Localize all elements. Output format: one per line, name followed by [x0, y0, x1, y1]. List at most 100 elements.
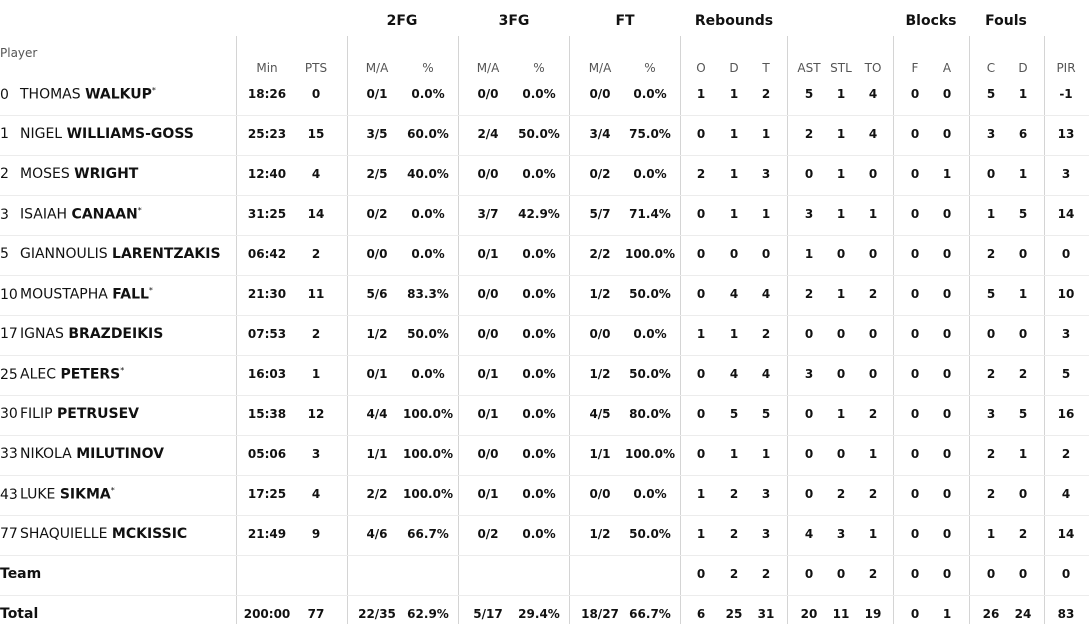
last-name: MCKISSIC: [111, 526, 188, 542]
starter-mark: *: [148, 286, 153, 295]
stat-cell: 0: [986, 567, 996, 581]
stat-cell: 0/2: [589, 167, 611, 181]
stat-cell: 2/2: [366, 487, 388, 501]
column-divider: [893, 36, 894, 624]
stat-cell: 0/2: [366, 207, 388, 221]
stat-cell: 17:25: [247, 487, 287, 501]
stat-cell: 50.0%: [629, 287, 671, 301]
first-name: THOMAS: [20, 86, 81, 103]
column-header: C: [986, 61, 996, 75]
stat-cell: 60.0%: [407, 127, 449, 141]
stat-cell: 0: [910, 167, 920, 181]
stat-cell: 0.0%: [633, 167, 667, 181]
column-header: O: [696, 61, 706, 75]
stat-cell: 1: [836, 127, 846, 141]
stat-cell: 2: [761, 327, 771, 341]
stat-cell: 1: [942, 607, 952, 621]
group-header: FT: [615, 13, 635, 29]
stat-cell: 1: [729, 87, 739, 101]
stat-cell: 0: [761, 247, 771, 261]
column-header: T: [762, 61, 770, 75]
stat-cell: 0: [804, 167, 814, 181]
stat-cell: 5: [761, 407, 771, 421]
first-name: ALEC: [20, 366, 56, 383]
stat-cell: 6: [1018, 127, 1028, 141]
starter-mark: *: [137, 206, 142, 215]
stat-cell: 0: [836, 567, 846, 581]
stat-cell: 5: [1018, 407, 1028, 421]
stat-cell: 1: [696, 527, 706, 541]
column-header: PTS: [304, 61, 328, 75]
stat-cell: 12:40: [247, 167, 287, 181]
stat-cell: 0: [910, 367, 920, 381]
stat-cell: 0: [942, 87, 952, 101]
stat-cell: 2: [836, 487, 846, 501]
stat-cell: 1: [1018, 87, 1028, 101]
stat-cell: 1: [836, 287, 846, 301]
last-name: MILUTINOV: [76, 446, 164, 462]
group-header: 2FG: [386, 13, 418, 29]
stat-cell: 0/0: [589, 87, 611, 101]
stat-cell: 5: [1018, 207, 1028, 221]
row-divider: [0, 595, 1089, 596]
stat-cell: 0: [1061, 247, 1071, 261]
stat-cell: 1: [1018, 287, 1028, 301]
stat-cell: 200:00: [243, 607, 291, 621]
stat-cell: 16: [1057, 407, 1075, 421]
player-number: 33: [0, 446, 18, 462]
player-header: Player: [0, 46, 38, 60]
stat-cell: 0: [836, 367, 846, 381]
stat-cell: 100.0%: [403, 407, 453, 421]
row-divider: [0, 235, 1089, 236]
player-name: 30 FILIP PETRUSEV: [0, 406, 139, 422]
stat-cell: 0/0: [477, 447, 499, 461]
first-name: SHAQUIELLE: [20, 526, 108, 542]
first-name: NIKOLA: [20, 446, 72, 462]
last-name: BRAZDEIKIS: [68, 326, 164, 342]
stat-cell: 0.0%: [633, 487, 667, 501]
last-name: PETRUSEV: [57, 406, 140, 422]
stat-cell: 0: [696, 127, 706, 141]
last-name: WRIGHT: [74, 166, 139, 182]
player-number: 30: [0, 406, 18, 422]
stat-cell: 2: [1018, 367, 1028, 381]
last-name: CANAAN: [71, 206, 138, 223]
stat-cell: 16:03: [247, 367, 287, 381]
stat-cell: 0/1: [477, 367, 499, 381]
player-number: 77: [0, 526, 18, 542]
stat-cell: 3/4: [589, 127, 611, 141]
stat-cell: 0: [868, 167, 878, 181]
stat-cell: 5: [804, 87, 814, 101]
stat-cell: 1/2: [589, 527, 611, 541]
stat-cell: 0: [868, 367, 878, 381]
stat-cell: 0.0%: [633, 87, 667, 101]
stat-cell: 0/0: [589, 327, 611, 341]
stat-cell: 1: [836, 87, 846, 101]
stat-cell: 1: [761, 127, 771, 141]
player-name: 2 MOSES WRIGHT: [0, 166, 138, 182]
stat-cell: 1: [836, 207, 846, 221]
stat-cell: 1: [942, 167, 952, 181]
stat-cell: 1: [729, 327, 739, 341]
stat-cell: 4/6: [366, 527, 388, 541]
stat-cell: 0.0%: [522, 527, 556, 541]
player-name: 25 ALEC PETERS*: [0, 366, 124, 383]
stat-cell: 0.0%: [411, 87, 445, 101]
stat-cell: 0: [910, 447, 920, 461]
stat-cell: 2/2: [589, 247, 611, 261]
stat-cell: 05:06: [247, 447, 287, 461]
stat-cell: -1: [1059, 87, 1073, 101]
row-divider: [0, 355, 1089, 356]
stat-cell: 2: [761, 567, 771, 581]
stat-cell: 1: [729, 127, 739, 141]
player-name: 0 THOMAS WALKUP*: [0, 86, 156, 103]
row-divider: [0, 435, 1089, 436]
stat-cell: 5: [986, 87, 996, 101]
stat-cell: 0/0: [589, 487, 611, 501]
starter-mark: *: [120, 366, 125, 375]
stat-cell: 2: [311, 247, 321, 261]
stat-cell: 5/7: [589, 207, 611, 221]
stat-cell: 1: [696, 487, 706, 501]
stat-cell: 2: [986, 247, 996, 261]
